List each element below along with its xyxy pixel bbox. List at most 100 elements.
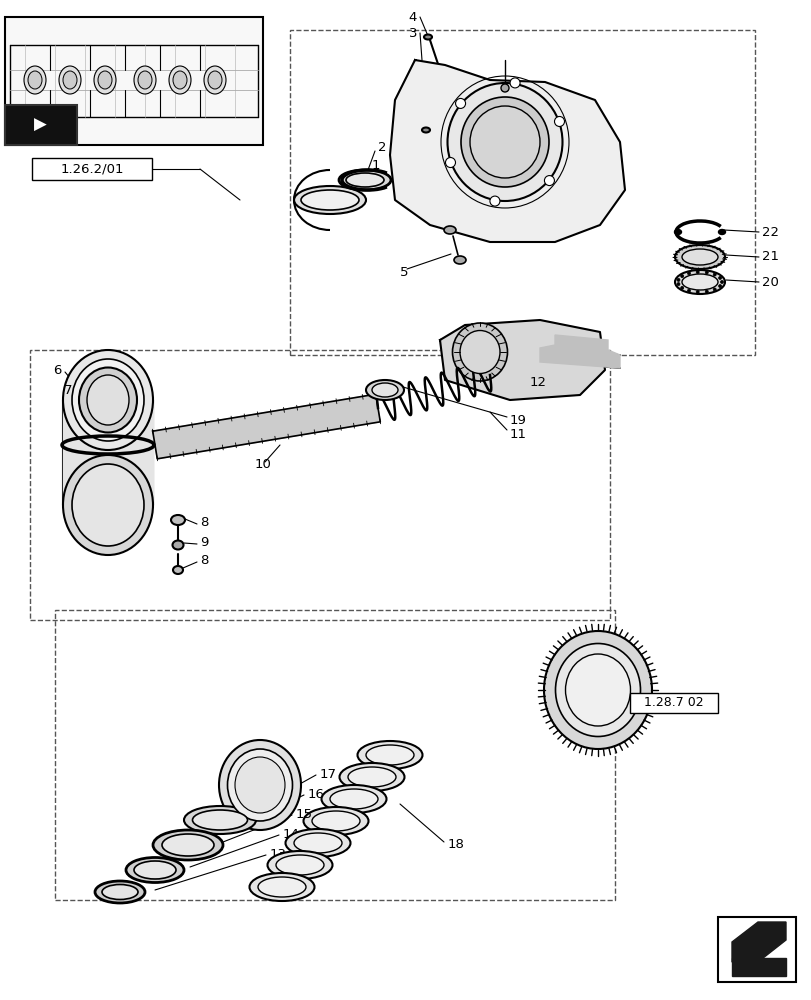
Text: 22: 22 — [761, 226, 778, 239]
Ellipse shape — [339, 763, 404, 791]
Text: 10: 10 — [255, 458, 272, 472]
Ellipse shape — [171, 515, 185, 525]
Ellipse shape — [674, 270, 724, 294]
Text: 1.28.7 02: 1.28.7 02 — [643, 696, 703, 710]
Ellipse shape — [173, 71, 187, 89]
Ellipse shape — [173, 566, 182, 574]
Ellipse shape — [227, 749, 292, 821]
Ellipse shape — [681, 249, 717, 265]
Circle shape — [455, 98, 465, 108]
Ellipse shape — [169, 66, 191, 94]
Text: 11: 11 — [509, 428, 526, 440]
Polygon shape — [729, 922, 787, 978]
Bar — [32, 158, 152, 180]
Ellipse shape — [470, 106, 539, 178]
Circle shape — [705, 290, 707, 293]
Text: 17: 17 — [320, 768, 337, 782]
Text: 1.26.2/01: 1.26.2/01 — [60, 163, 123, 176]
Ellipse shape — [63, 455, 152, 555]
Ellipse shape — [543, 631, 651, 749]
Circle shape — [676, 278, 679, 281]
Ellipse shape — [94, 66, 116, 94]
Text: 2: 2 — [378, 141, 386, 154]
Text: 6: 6 — [54, 363, 62, 376]
Ellipse shape — [79, 367, 137, 432]
Ellipse shape — [267, 851, 332, 879]
Bar — [5, 105, 77, 145]
Ellipse shape — [63, 71, 77, 89]
Text: 8: 8 — [200, 554, 208, 566]
Ellipse shape — [95, 881, 145, 903]
Ellipse shape — [564, 654, 629, 726]
Ellipse shape — [192, 810, 247, 830]
Ellipse shape — [59, 66, 81, 94]
Ellipse shape — [134, 66, 156, 94]
Ellipse shape — [303, 807, 368, 835]
Circle shape — [712, 288, 715, 291]
Circle shape — [687, 272, 689, 275]
Circle shape — [718, 285, 721, 288]
Text: 19: 19 — [509, 414, 526, 426]
Ellipse shape — [301, 190, 358, 210]
Ellipse shape — [219, 740, 301, 830]
Ellipse shape — [276, 855, 324, 875]
Ellipse shape — [134, 861, 176, 879]
Ellipse shape — [357, 741, 422, 769]
Ellipse shape — [258, 877, 306, 897]
Ellipse shape — [447, 83, 562, 201]
Text: 3: 3 — [408, 27, 417, 40]
Bar — [55, 610, 614, 900]
Text: 8: 8 — [200, 516, 208, 528]
Polygon shape — [539, 335, 620, 368]
Text: 5: 5 — [400, 265, 408, 278]
Circle shape — [489, 196, 500, 206]
Ellipse shape — [204, 66, 225, 94]
Polygon shape — [731, 958, 785, 976]
Ellipse shape — [423, 35, 431, 40]
Ellipse shape — [172, 540, 183, 550]
Ellipse shape — [285, 829, 350, 857]
Ellipse shape — [329, 789, 378, 809]
Ellipse shape — [311, 811, 359, 831]
Circle shape — [687, 289, 689, 292]
Ellipse shape — [460, 330, 500, 373]
Text: 20: 20 — [761, 275, 778, 288]
Ellipse shape — [422, 128, 430, 133]
Polygon shape — [440, 320, 604, 400]
Ellipse shape — [461, 97, 548, 187]
Polygon shape — [731, 922, 785, 962]
Polygon shape — [152, 394, 380, 459]
Text: 7: 7 — [63, 383, 72, 396]
Ellipse shape — [674, 245, 724, 269]
Ellipse shape — [28, 71, 42, 89]
Ellipse shape — [152, 830, 223, 860]
Ellipse shape — [674, 230, 680, 235]
Text: 21: 21 — [761, 250, 778, 263]
Circle shape — [543, 176, 554, 186]
Ellipse shape — [24, 66, 46, 94]
Circle shape — [695, 290, 698, 293]
Text: 1: 1 — [371, 159, 380, 172]
Polygon shape — [63, 400, 152, 505]
Ellipse shape — [321, 785, 386, 813]
Bar — [30, 350, 609, 620]
Bar — [290, 30, 754, 355]
Circle shape — [718, 276, 721, 279]
Text: 18: 18 — [448, 838, 465, 851]
Text: 13: 13 — [270, 848, 286, 861]
Circle shape — [695, 271, 698, 274]
Text: 9: 9 — [200, 536, 208, 548]
Polygon shape — [389, 60, 624, 242]
Circle shape — [719, 280, 723, 284]
Circle shape — [712, 273, 715, 276]
Circle shape — [554, 116, 564, 126]
Ellipse shape — [208, 71, 221, 89]
Ellipse shape — [718, 230, 724, 235]
Ellipse shape — [98, 71, 112, 89]
Ellipse shape — [294, 833, 341, 853]
Ellipse shape — [452, 323, 507, 381]
Circle shape — [680, 275, 683, 278]
Ellipse shape — [72, 359, 144, 441]
Circle shape — [705, 271, 707, 274]
Ellipse shape — [348, 767, 396, 787]
